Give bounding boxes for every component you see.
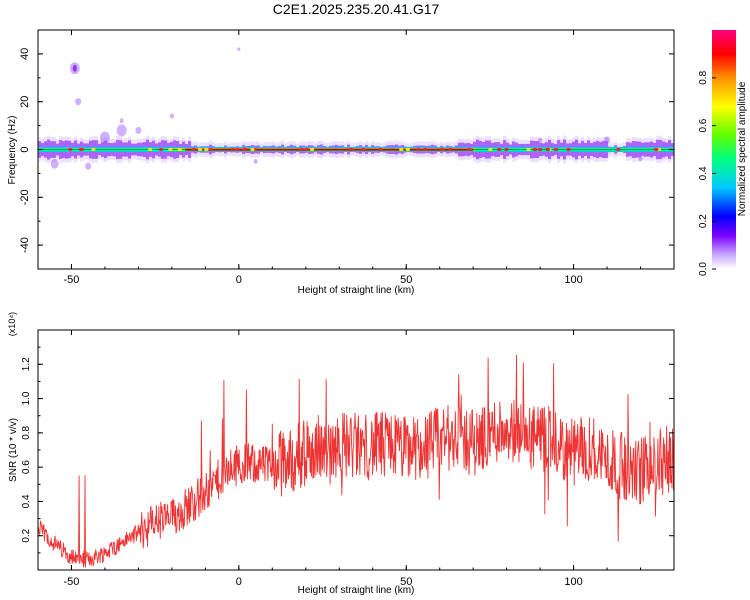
spectrogram-y-tick-label: -20 — [19, 189, 31, 205]
snr-y-tick-label: 1.2 — [21, 357, 32, 371]
snr-x-ticks: -50 0 50 100 — [37, 330, 675, 588]
spectrogram-speckle — [135, 126, 142, 134]
spectrogram-peak-dot — [532, 147, 538, 152]
spectrogram-peak-dot — [68, 147, 73, 152]
snr-y-ticks: 0.2 0.4 0.6 0.8 1.0 1.2 — [21, 346, 674, 554]
spectrogram-peak-dot — [405, 147, 411, 152]
colorbar-tick-label: 0.0 — [698, 262, 709, 276]
spectrogram-speckle — [169, 113, 174, 119]
spectrogram-peak-dot — [526, 147, 531, 152]
snr-y-tick-label: 0.6 — [21, 460, 32, 474]
figure-title: C2E1.2025.235.20.41.G17 — [273, 1, 440, 17]
spectrogram-peak-dot — [158, 147, 164, 152]
spectrogram-speckle — [99, 131, 110, 144]
spectrogram-peak-dot — [309, 147, 315, 152]
spectrogram-peak-dot — [177, 147, 182, 152]
colorbar-tick-label: 0.6 — [698, 118, 709, 132]
snr-x-tick-label: 100 — [564, 576, 582, 588]
spectrogram-peak-dot — [654, 147, 659, 152]
spectrogram-peak-dot — [197, 147, 203, 152]
spectrogram-x-tick-label: 50 — [400, 274, 412, 286]
spectrogram-speckle — [85, 162, 92, 170]
spectrogram-peak-dot — [537, 147, 543, 152]
spectrogram-peak-dot — [235, 147, 240, 152]
spectrogram-y-ticks: -40 -20 0 20 40 — [19, 29, 674, 270]
spectrogram-peak-dot — [504, 147, 509, 152]
snr-x-axis-label: Height of straight line (km) — [298, 585, 415, 596]
spectrogram-speckle — [119, 118, 124, 124]
spectrogram-peak-dot — [545, 147, 551, 152]
spectrogram-speckle — [116, 124, 127, 137]
spectrogram-peak-dot — [208, 147, 214, 152]
snr-x-tick-label: 0 — [236, 576, 242, 588]
spectrogram-peak-dot — [204, 147, 209, 152]
spectrogram-x-ticks: -50 0 50 100 — [37, 30, 675, 286]
spectrogram-peak-dot — [250, 147, 255, 152]
spectrogram-peak-dot — [299, 147, 305, 152]
spectrogram-y-tick-label: 20 — [19, 96, 31, 108]
spectrogram-panel: -50 0 50 100 -40 -20 0 20 40 Height of straight… — [7, 29, 675, 296]
snr-y-tick-label: 0.8 — [21, 425, 32, 439]
colorbar-gradient — [712, 30, 736, 269]
spectrogram-y-tick-label: -40 — [19, 237, 31, 253]
spectrogram-peak-dot — [348, 147, 354, 152]
spectrogram-speckle — [638, 156, 643, 162]
spectrogram-speckle — [604, 136, 611, 144]
spectrogram-x-axis-label: Height of straight line (km) — [298, 285, 415, 296]
spectrogram-y-tick-label: 40 — [19, 48, 31, 60]
spectrogram-peak-dot — [616, 147, 621, 152]
colorbar-ticks: 0.0 0.2 0.4 0.6 0.8 — [698, 70, 716, 276]
spectrogram-speckle — [50, 159, 59, 169]
spectrogram-peak-dot — [416, 147, 421, 152]
spectrogram-speckle — [75, 98, 82, 106]
snr-y-axis-label: SNR (10 * v/v) — [8, 418, 19, 482]
snr-series-line — [38, 354, 674, 568]
spectrogram-speckle — [538, 137, 543, 143]
colorbar-tick-label: 0.4 — [698, 166, 709, 180]
colorbar: 0.0 0.2 0.4 0.6 0.8 Normalized spectral ampl… — [698, 30, 748, 276]
snr-multiplier-label: (x10⁴) — [7, 312, 17, 336]
spectrogram-peak-dot — [361, 147, 366, 152]
colorbar-tick-label: 0.2 — [698, 214, 709, 228]
spectrogram-speckle — [253, 159, 258, 164]
spectrogram-peak-dot — [79, 147, 84, 152]
spectrogram-peak-dot — [168, 147, 173, 152]
spectrogram-ridge-line — [38, 149, 674, 150]
spectrogram-peak-dot — [91, 147, 96, 152]
spectrogram-peak-dot — [448, 147, 453, 152]
snr-x-tick-label: 50 — [400, 576, 412, 588]
spectrogram-peak-dot — [148, 147, 153, 152]
spectrogram-peak-dot — [399, 147, 404, 152]
spectrogram-speckle — [72, 64, 77, 72]
spectrogram-peak-dot — [439, 147, 445, 152]
spectrogram-peak-dot — [304, 147, 309, 152]
snr-panel: -50 0 50 100 0.2 0.4 0.6 0.8 1.0 1.2 Height of s… — [7, 312, 675, 596]
spectrogram-peak-dot — [496, 147, 502, 152]
spectrogram-marks — [38, 47, 674, 170]
spectrogram-peak-dot — [566, 147, 571, 152]
snr-y-tick-label: 1.0 — [21, 391, 32, 405]
snr-y-tick-label: 0.4 — [21, 494, 32, 508]
spectrogram-peak-dot — [467, 147, 472, 152]
spectrogram-peak-dot — [191, 147, 196, 152]
snr-x-tick-label: -50 — [64, 576, 80, 588]
spectrogram-x-tick-label: -50 — [64, 274, 80, 286]
spectrogram-y-axis-label: Frequency (Hz) — [7, 116, 18, 185]
spectrogram-peak-dot — [553, 147, 559, 152]
spectrogram-y-tick-label: 0 — [19, 146, 31, 152]
snr-y-tick-label: 0.2 — [21, 528, 32, 542]
spectrogram-x-tick-label: 0 — [236, 274, 242, 286]
spectrogram-peak-dot — [230, 147, 236, 152]
colorbar-tick-label: 0.8 — [698, 70, 709, 84]
spectrogram-peak-dot — [423, 147, 428, 152]
spectrogram-peak-dot — [488, 147, 493, 152]
colorbar-label: Normalized spectral amplitude — [737, 81, 748, 216]
spectrogram-speckle — [237, 47, 241, 51]
spectrogram-x-tick-label: 100 — [564, 274, 582, 286]
spectrogram-peak-dot — [378, 147, 383, 152]
spectrogram-peak-dot — [242, 147, 248, 152]
